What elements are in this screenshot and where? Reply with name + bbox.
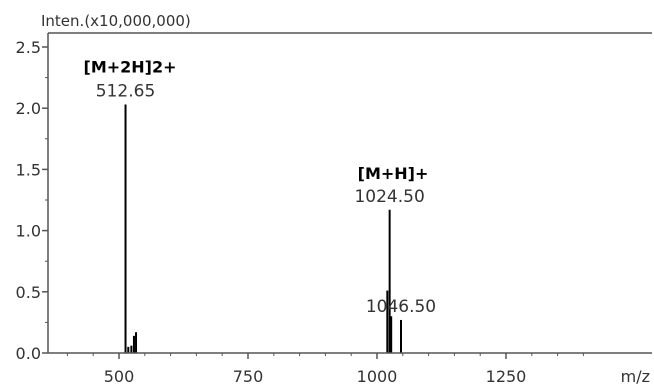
x-tick-label: 1250 xyxy=(486,367,527,386)
y-tick-label: 0.5 xyxy=(16,283,41,302)
peak-value-label: 512.65 xyxy=(96,82,155,102)
x-axis-label: m/z xyxy=(621,367,650,386)
y-tick-label: 1.0 xyxy=(16,222,41,241)
ion-annotation: [M+H]+ xyxy=(358,164,429,183)
x-tick-label: 750 xyxy=(233,367,264,386)
labels-layer: Inten.(x10,000,000) m/z 512.65 1024.50 104… xyxy=(41,12,650,386)
y-tick-label: 2.0 xyxy=(16,99,41,118)
y-tick-label: 2.5 xyxy=(16,38,41,57)
x-tick-label: 500 xyxy=(104,367,135,386)
peaks-layer xyxy=(124,104,402,353)
x-ticks-layer: 500 750 1000 1250 xyxy=(66,353,584,386)
frame-layer xyxy=(47,32,652,354)
peak-value-label: 1024.50 xyxy=(354,187,424,207)
y-tick-label: 0.0 xyxy=(16,344,41,363)
x-tick-label: 1000 xyxy=(357,367,398,386)
y-ticks-layer: 0.0 0.5 1.0 1.5 2.0 2.5 xyxy=(16,38,48,363)
ion-annotation: [M+2H]2+ xyxy=(84,58,177,77)
peak-value-label: 1046.50 xyxy=(366,297,436,317)
y-tick-label: 1.5 xyxy=(16,160,41,179)
y-axis-label: Inten.(x10,000,000) xyxy=(41,12,191,30)
